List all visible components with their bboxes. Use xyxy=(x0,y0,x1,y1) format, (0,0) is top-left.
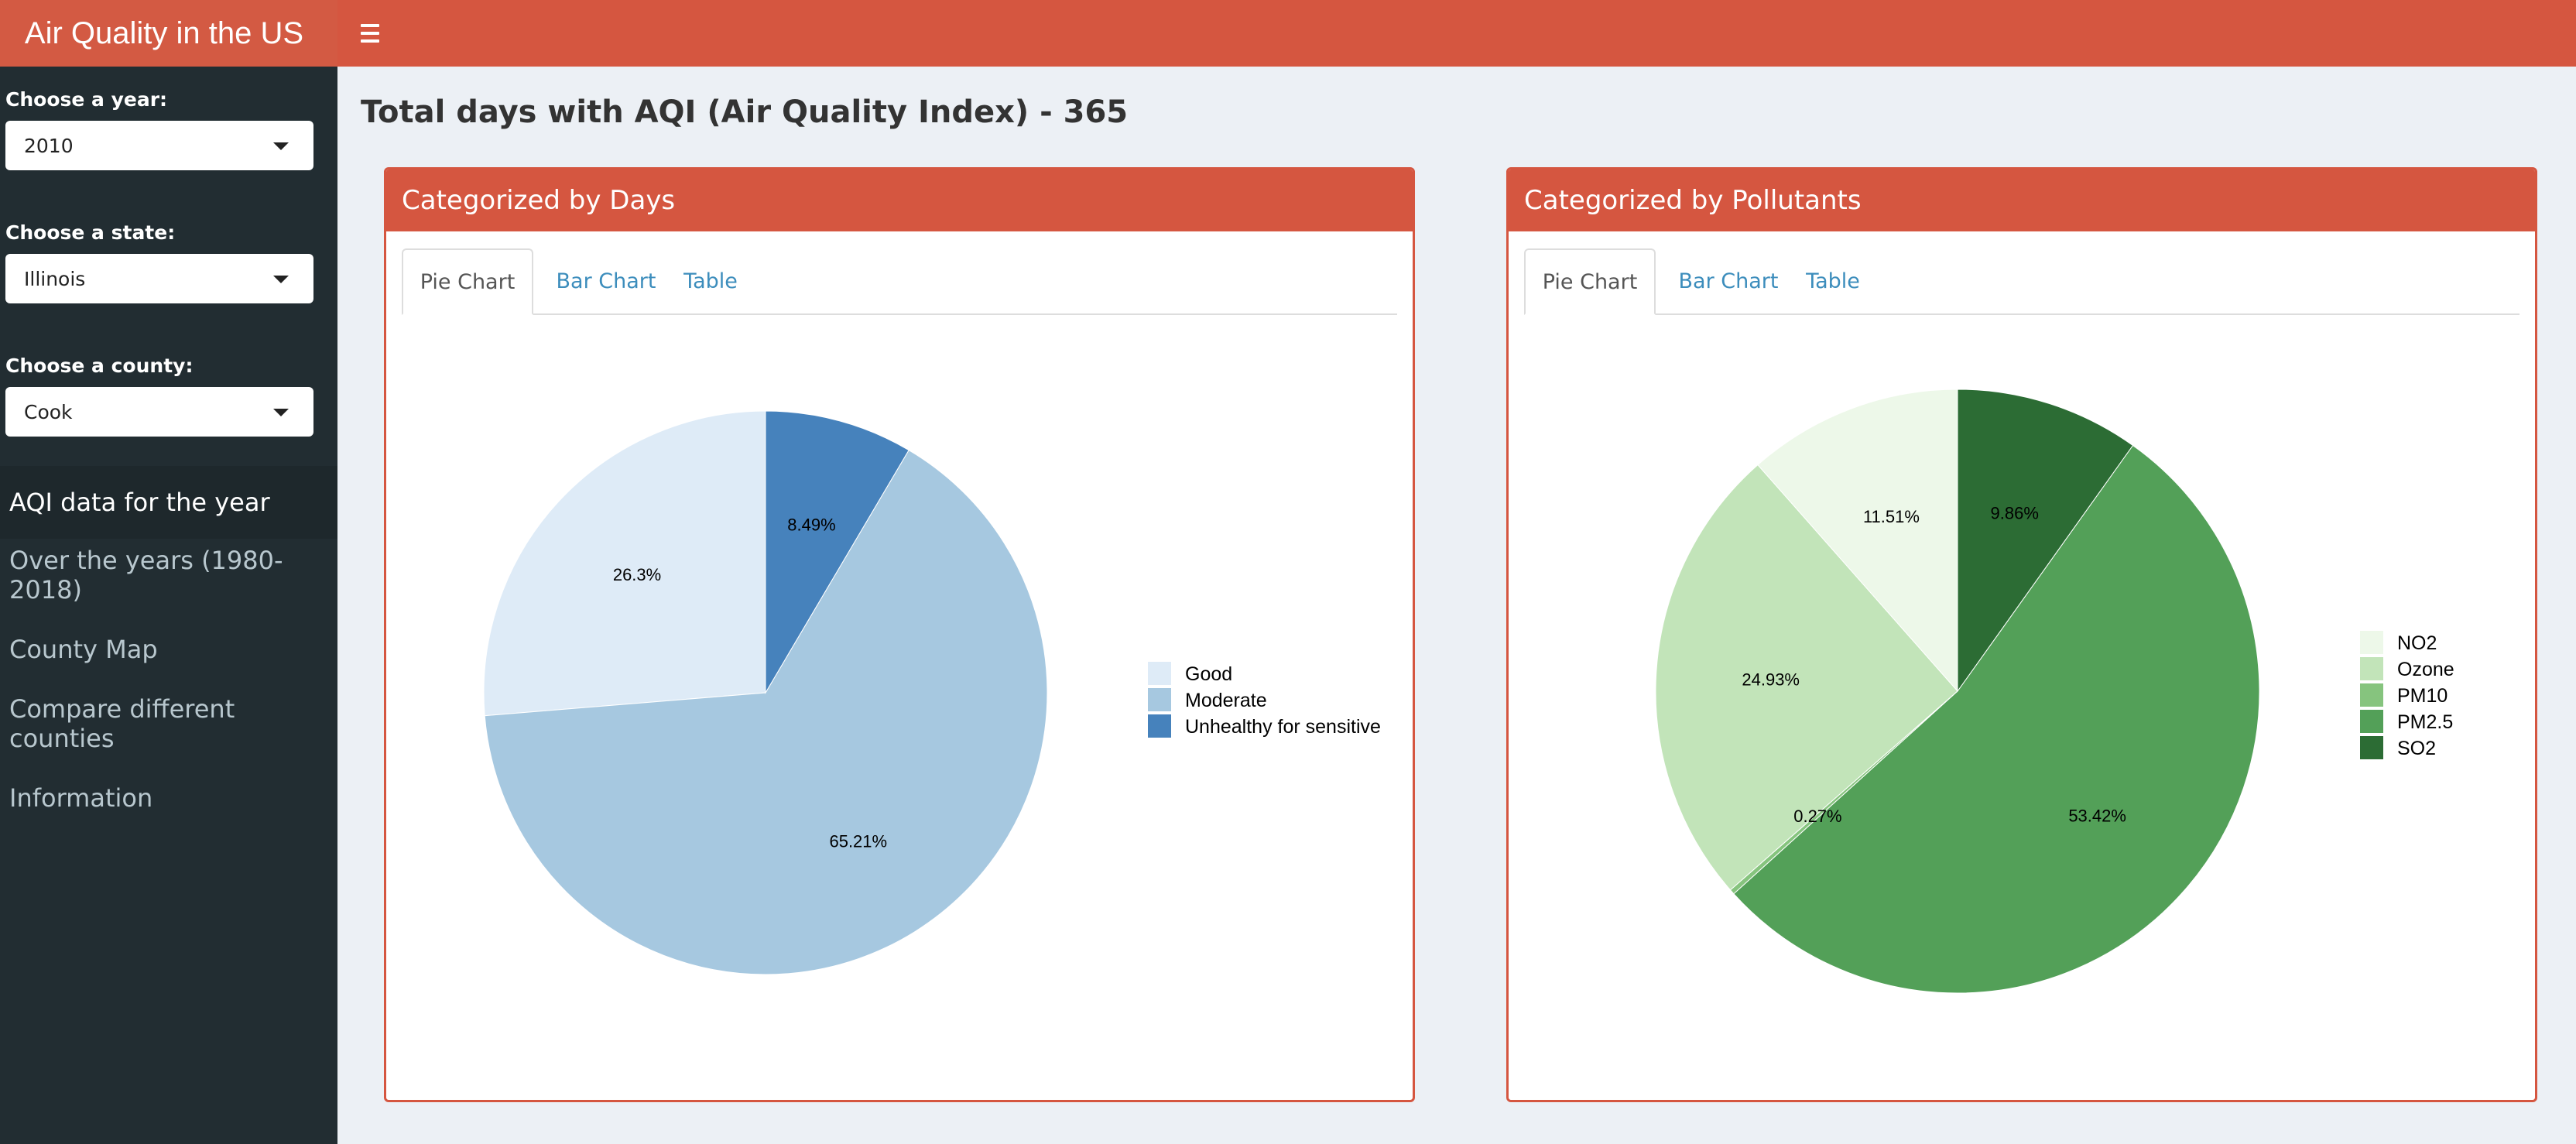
pie-slice-good[interactable] xyxy=(483,410,766,717)
tab-pollutants-table[interactable]: Table xyxy=(1806,269,1860,293)
top-navbar xyxy=(337,0,2576,67)
pie-slice-label: 65.21% xyxy=(829,831,887,851)
sidebar-item-compare-counties[interactable]: Compare different counties xyxy=(9,694,235,753)
pie-slice-label: 9.86% xyxy=(1991,504,2039,523)
legend-entry[interactable]: NO2 xyxy=(2397,632,2437,654)
legend-swatch xyxy=(2360,631,2383,654)
legend-swatch xyxy=(1148,714,1171,738)
legend-entry[interactable]: PM10 xyxy=(2397,685,2448,707)
days-box-title: Categorized by Days xyxy=(386,170,1413,231)
legend-entry[interactable]: Moderate xyxy=(1185,690,1267,711)
legend-swatch xyxy=(2360,683,2383,707)
sidebar-item-aqi-year[interactable]: AQI data for the year xyxy=(0,466,337,539)
legend-swatch xyxy=(1148,688,1171,711)
pollutants-box: Categorized by Pollutants Pie Chart Bar … xyxy=(1506,167,2537,1102)
chevron-down-icon xyxy=(273,142,289,150)
sidebar-item-over-years[interactable]: Over the years (1980-2018) xyxy=(9,546,283,605)
pie-slice-label: 8.49% xyxy=(787,515,835,534)
state-select-value: Illinois xyxy=(24,267,86,290)
pie-slice-label: 53.42% xyxy=(2068,807,2126,826)
legend-entry[interactable]: Good xyxy=(1185,663,1232,685)
pie-slice-unhealthy-for-sensitive[interactable] xyxy=(765,410,909,694)
legend-swatch xyxy=(2360,736,2383,759)
pie-slice-label: 0.27% xyxy=(1793,807,1841,826)
legend-swatch xyxy=(1148,662,1171,685)
pie-slice-so2[interactable] xyxy=(1957,389,2134,693)
hamburger-icon[interactable] xyxy=(361,19,390,48)
tab-days-table[interactable]: Table xyxy=(683,269,738,293)
legend-entry[interactable]: Ozone xyxy=(2397,659,2454,680)
tab-pollutants-bar[interactable]: Bar Chart xyxy=(1678,269,1779,293)
days-box: Categorized by Days Pie Chart Bar Chart … xyxy=(384,167,1415,1102)
days-pie-chart: 26.3% 65.21% 8.49% Good Moderate Unhealthy fo… xyxy=(483,410,1381,975)
pie-slice-label: 11.51% xyxy=(1863,507,1920,526)
pie-slice-label: 24.93% xyxy=(1742,670,1800,689)
sidebar-item-county-map[interactable]: County Map xyxy=(9,635,158,664)
state-select[interactable]: Illinois xyxy=(5,254,313,303)
legend-swatch xyxy=(2360,657,2383,680)
county-select[interactable]: Cook xyxy=(5,387,313,437)
county-label: Choose a county: xyxy=(5,355,194,377)
pie-slice-moderate[interactable] xyxy=(484,449,1048,975)
chevron-down-icon xyxy=(273,276,289,283)
legend-entry[interactable]: SO2 xyxy=(2397,738,2436,759)
legend-entry[interactable]: Unhealthy for sensitive xyxy=(1185,716,1381,738)
legend-swatch xyxy=(2360,710,2383,733)
year-label: Choose a year: xyxy=(5,88,168,111)
pie-slice-ozone[interactable] xyxy=(1655,464,1958,891)
days-tabs: Pie Chart Bar Chart Table xyxy=(402,248,1397,315)
pie-slice-no2[interactable] xyxy=(1757,389,1958,693)
sidebar: Choose a year: 2010 Choose a state: Illi… xyxy=(0,67,337,1144)
tab-pollutants-pie[interactable]: Pie Chart xyxy=(1524,248,1656,315)
sidebar-item-information[interactable]: Information xyxy=(9,783,153,813)
pollutants-pie-chart: 11.51% 24.93% 0.27% 53.42% 9.86% NO2 Ozone PM10… xyxy=(1655,389,2454,994)
year-select[interactable]: 2010 xyxy=(5,121,313,170)
pie-slice-pm2-5[interactable] xyxy=(1733,444,2260,994)
legend-entry[interactable]: PM2.5 xyxy=(2397,711,2453,733)
app-logo-title[interactable]: Air Quality in the US xyxy=(0,0,337,67)
pollutants-box-title: Categorized by Pollutants xyxy=(1509,170,2535,231)
pie-slice-label: 26.3% xyxy=(613,565,661,584)
chevron-down-icon xyxy=(273,409,289,416)
year-select-value: 2010 xyxy=(24,134,74,157)
pollutants-tabs: Pie Chart Bar Chart Table xyxy=(1524,248,2519,315)
county-select-value: Cook xyxy=(24,400,73,423)
tab-days-bar[interactable]: Bar Chart xyxy=(556,269,656,293)
page-title: Total days with AQI (Air Quality Index) … xyxy=(361,94,1129,130)
tab-days-pie[interactable]: Pie Chart xyxy=(402,248,533,315)
state-label: Choose a state: xyxy=(5,221,176,244)
